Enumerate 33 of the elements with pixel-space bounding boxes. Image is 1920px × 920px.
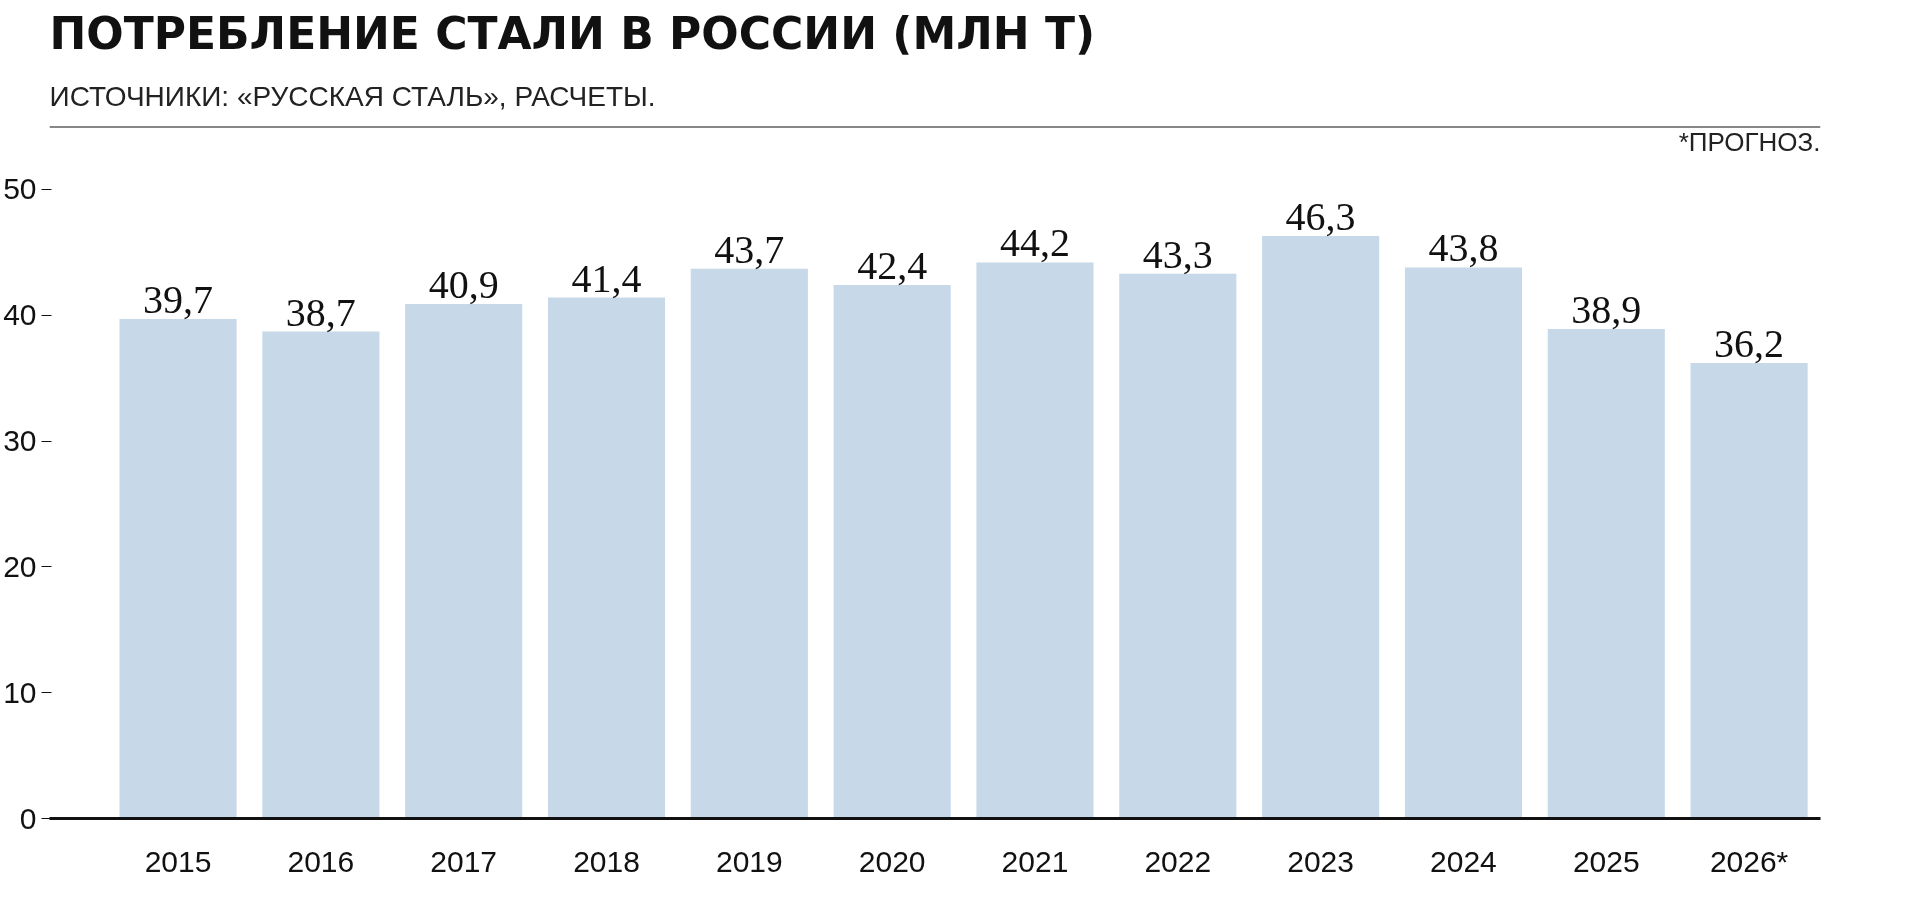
y-tick-label: 40 [3,298,37,332]
x-tick-label: 2022 [1144,844,1212,878]
x-tick-label: 2023 [1287,844,1354,878]
x-tick-label: 2017 [430,844,498,878]
data-label: 38,9 [1571,287,1642,333]
annotation: *ПРОГНОЗ. [1678,126,1821,157]
data-label: 39,7 [143,277,214,322]
x-tick-label: 2020 [858,844,926,878]
y-tick-label: 30 [3,424,37,458]
x-tick-label: 2026* [1709,844,1789,878]
data-label: 43,3 [1142,231,1213,277]
data-label: 36,2 [1714,321,1785,367]
x-tick-label: 2015 [144,844,212,878]
x-tick-label: 2024 [1430,844,1497,878]
data-label: 43,7 [714,226,785,272]
y-tick-label: 0 [19,801,37,835]
y-tick-label: 20 [3,549,37,583]
x-tick-label: 2025 [1572,844,1640,878]
data-label: 42,4 [857,243,928,289]
chart-subtitle: ИСТОЧНИКИ: «РУССКАЯ СТАЛЬ», РАСЧЕТЫ. [49,80,656,112]
data-label: 46,3 [1285,193,1356,239]
x-tick-label: 2018 [573,844,640,878]
data-label: 43,8 [1428,225,1499,271]
data-label: 40,9 [428,261,499,307]
data-label: 41,4 [571,255,642,301]
x-tick-label: 2021 [1001,844,1069,878]
chart-title: ПОТРЕБЛЕНИЕ СТАЛИ В РОССИИ (МЛН Т) [49,7,1096,59]
data-label: 38,7 [285,289,356,335]
y-tick-label: 50 [3,172,37,206]
x-tick-label: 2019 [715,844,783,878]
data-label: 44,2 [999,220,1070,266]
x-tick-label: 2016 [287,844,355,878]
y-tick-label: 10 [3,675,37,709]
